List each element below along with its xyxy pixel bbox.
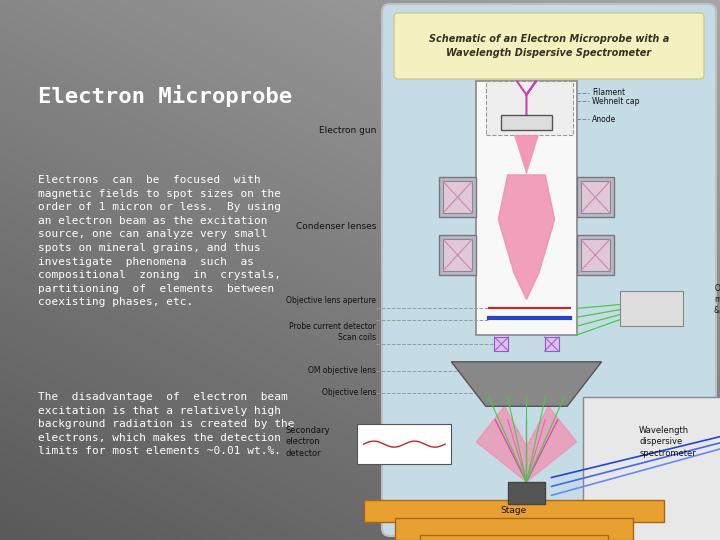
Bar xyxy=(477,82,577,335)
Text: Probe current detector: Probe current detector xyxy=(289,321,377,330)
Text: Electron Microprobe: Electron Microprobe xyxy=(38,85,292,107)
Polygon shape xyxy=(477,406,577,482)
Bar xyxy=(501,115,552,130)
Bar xyxy=(443,239,472,271)
Bar xyxy=(577,235,614,275)
Text: Anode: Anode xyxy=(592,115,616,124)
Polygon shape xyxy=(451,362,602,406)
Polygon shape xyxy=(514,135,539,175)
Text: The  disadvantage  of  electron  beam
excitation is that a relatively high
backg: The disadvantage of electron beam excita… xyxy=(38,392,294,456)
Bar xyxy=(577,177,614,217)
Bar xyxy=(580,181,610,213)
Text: Electron gun: Electron gun xyxy=(319,126,377,135)
Polygon shape xyxy=(582,397,720,540)
Bar xyxy=(580,239,610,271)
Text: Condenser lenses: Condenser lenses xyxy=(296,221,377,231)
Text: Scan coils: Scan coils xyxy=(338,333,377,342)
Text: Wehnelt cap: Wehnelt cap xyxy=(592,97,639,106)
Text: Secondary
electron
detector: Secondary electron detector xyxy=(285,426,330,457)
Bar xyxy=(544,337,559,351)
Text: Stage: Stage xyxy=(501,507,527,515)
Bar xyxy=(395,517,633,540)
Bar xyxy=(364,500,664,522)
Bar xyxy=(621,291,683,326)
Text: Optical
microscope
& CCD camera: Optical microscope & CCD camera xyxy=(714,284,720,315)
Bar xyxy=(495,337,508,351)
Text: Objective lens: Objective lens xyxy=(322,388,377,397)
FancyBboxPatch shape xyxy=(382,4,716,536)
Bar xyxy=(438,177,477,217)
Bar xyxy=(443,181,472,213)
Text: Filament: Filament xyxy=(592,88,625,97)
Text: Schematic of an Electron Microprobe with a
Wavelength Dispersive Spectrometer: Schematic of an Electron Microprobe with… xyxy=(429,35,669,58)
Text: Electrons  can  be  focused  with
magnetic fields to spot sizes on the
order of : Electrons can be focused with magnetic f… xyxy=(38,175,281,307)
Bar xyxy=(357,424,451,464)
Polygon shape xyxy=(498,175,554,300)
Text: Wavelength
dispersive
spectrometer: Wavelength dispersive spectrometer xyxy=(639,426,696,457)
Text: OM objective lens: OM objective lens xyxy=(308,366,377,375)
Bar xyxy=(420,535,608,540)
Text: Objective lens aperture: Objective lens aperture xyxy=(287,296,377,306)
Bar xyxy=(438,235,477,275)
FancyBboxPatch shape xyxy=(394,13,704,79)
Bar xyxy=(486,82,573,135)
Bar xyxy=(508,482,545,504)
